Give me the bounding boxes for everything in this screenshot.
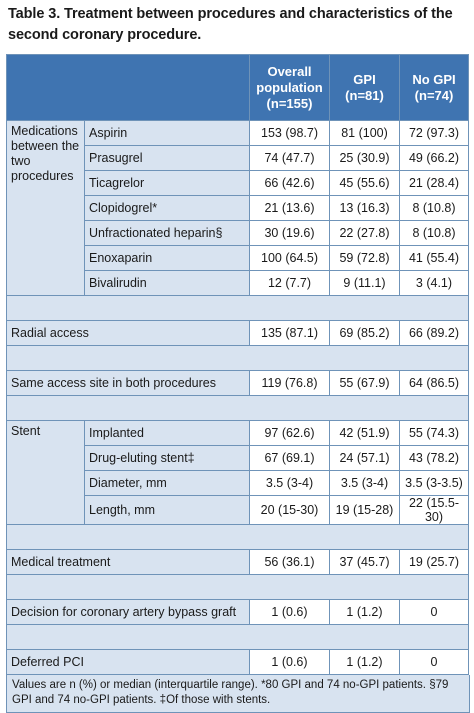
cell-nogpi: 49 (66.2): [399, 145, 469, 171]
table-row: Diameter, mm 3.5 (3-4) 3.5 (3-4) 3.5 (3-…: [7, 470, 469, 496]
row-label: Unfractionated heparin§: [84, 220, 250, 246]
row-label: Bivalirudin: [84, 270, 250, 296]
cell-overall: 20 (15-30): [249, 495, 330, 525]
header-nogpi: No GPI (n=74): [399, 54, 469, 121]
cell-overall: 119 (76.8): [249, 370, 330, 396]
row-label: Drug-eluting stent‡: [84, 445, 250, 471]
cell-gpi: 55 (67.9): [329, 370, 400, 396]
row-label: Decision for coronary artery bypass graf…: [6, 599, 250, 625]
cell-gpi: 45 (55.6): [329, 170, 400, 196]
row-label: Diameter, mm: [84, 470, 250, 496]
cell-gpi: 1 (1.2): [329, 649, 400, 675]
cell-nogpi: 22 (15.5-30): [399, 495, 469, 525]
cell-nogpi: 41 (55.4): [399, 245, 469, 271]
cell-nogpi: 19 (25.7): [399, 549, 469, 575]
table-row: Unfractionated heparin§ 30 (19.6) 22 (27…: [7, 220, 469, 246]
table-row: Ticagrelor 66 (42.6) 45 (55.6) 21 (28.4): [7, 170, 469, 196]
row-label: Aspirin: [84, 120, 250, 146]
row-label: Enoxaparin: [84, 245, 250, 271]
table-row: Decision for coronary artery bypass graf…: [6, 599, 469, 625]
row-label: Same access site in both procedures: [6, 370, 250, 396]
section-spacer: [6, 395, 469, 421]
cell-gpi: 25 (30.9): [329, 145, 400, 171]
cell-gpi: 81 (100): [329, 120, 400, 146]
header-gpi: GPI (n=81): [329, 54, 400, 121]
cell-overall: 135 (87.1): [249, 320, 330, 346]
cell-nogpi: 3.5 (3-3.5): [399, 470, 469, 496]
table-footnote: Values are n (%) or median (interquartil…: [6, 675, 470, 713]
row-label: Ticagrelor: [84, 170, 250, 196]
cell-gpi: 3.5 (3-4): [329, 470, 400, 496]
table-row: Deferred PCI 1 (0.6) 1 (1.2) 0: [6, 649, 469, 675]
cell-gpi: 69 (85.2): [329, 320, 400, 346]
section-spacer: [6, 524, 469, 550]
medications-group-label: Medications between the two procedures: [6, 120, 85, 296]
cell-gpi: 9 (11.1): [329, 270, 400, 296]
row-label: Clopidogrel*: [84, 195, 250, 221]
table-row: Bivalirudin 12 (7.7) 9 (11.1) 3 (4.1): [7, 270, 469, 296]
cell-gpi: 59 (72.8): [329, 245, 400, 271]
section-spacer: [6, 624, 469, 650]
cell-nogpi: 21 (28.4): [399, 170, 469, 196]
table-row: Clopidogrel* 21 (13.6) 13 (16.3) 8 (10.8…: [7, 195, 469, 221]
header-blank: [6, 54, 250, 121]
cell-nogpi: 0: [399, 599, 469, 625]
cell-overall: 1 (0.6): [249, 599, 330, 625]
table-row: Length, mm 20 (15-30) 19 (15-28) 22 (15.…: [7, 495, 469, 525]
cell-gpi: 37 (45.7): [329, 549, 400, 575]
cell-overall: 67 (69.1): [249, 445, 330, 471]
section-spacer: [6, 295, 469, 321]
section-spacer: [6, 574, 469, 600]
cell-overall: 3.5 (3-4): [249, 470, 330, 496]
cell-nogpi: 72 (97.3): [399, 120, 469, 146]
cell-nogpi: 3 (4.1): [399, 270, 469, 296]
cell-gpi: 42 (51.9): [329, 420, 400, 446]
cell-gpi: 13 (16.3): [329, 195, 400, 221]
cell-overall: 21 (13.6): [249, 195, 330, 221]
table-row: Prasugrel 74 (47.7) 25 (30.9) 49 (66.2): [7, 145, 469, 171]
results-table: Overall population (n=155) GPI (n=81) No…: [6, 54, 469, 675]
cell-nogpi: 0: [399, 649, 469, 675]
cell-nogpi: 66 (89.2): [399, 320, 469, 346]
cell-nogpi: 55 (74.3): [399, 420, 469, 446]
row-label: Medical treatment: [6, 549, 250, 575]
cell-nogpi: 64 (86.5): [399, 370, 469, 396]
row-label: Length, mm: [84, 495, 250, 525]
section-spacer: [6, 345, 469, 371]
table-title: Table 3. Treatment between procedures an…: [8, 6, 453, 43]
row-label: Implanted: [84, 420, 250, 446]
cell-overall: 97 (62.6): [249, 420, 330, 446]
cell-gpi: 22 (27.8): [329, 220, 400, 246]
table-row: Radial access 135 (87.1) 69 (85.2) 66 (8…: [6, 320, 469, 346]
table-row: Medications between the two procedures A…: [6, 120, 469, 296]
cell-overall: 153 (98.7): [249, 120, 330, 146]
cell-overall: 56 (36.1): [249, 549, 330, 575]
row-label: Deferred PCI: [6, 649, 250, 675]
table-row: Medical treatment 56 (36.1) 37 (45.7) 19…: [6, 549, 469, 575]
table-row: Enoxaparin 100 (64.5) 59 (72.8) 41 (55.4…: [7, 245, 469, 271]
cell-overall: 12 (7.7): [249, 270, 330, 296]
row-label: Radial access: [6, 320, 250, 346]
table-row: Stent Implanted 97 (62.6) 42 (51.9) 55 (…: [6, 420, 469, 525]
cell-overall: 100 (64.5): [249, 245, 330, 271]
header-row: Overall population (n=155) GPI (n=81) No…: [6, 54, 469, 121]
cell-overall: 66 (42.6): [249, 170, 330, 196]
cell-overall: 74 (47.7): [249, 145, 330, 171]
cell-nogpi: 8 (10.8): [399, 195, 469, 221]
table-row: Same access site in both procedures 119 …: [6, 370, 469, 396]
cell-nogpi: 8 (10.8): [399, 220, 469, 246]
header-overall: Overall population (n=155): [249, 54, 330, 121]
cell-overall: 30 (19.6): [249, 220, 330, 246]
cell-gpi: 19 (15-28): [329, 495, 400, 525]
document-page: Table 3. Treatment between procedures an…: [6, 6, 470, 713]
cell-nogpi: 43 (78.2): [399, 445, 469, 471]
cell-overall: 1 (0.6): [249, 649, 330, 675]
stent-group-label: Stent: [6, 420, 85, 525]
cell-gpi: 24 (57.1): [329, 445, 400, 471]
cell-gpi: 1 (1.2): [329, 599, 400, 625]
row-label: Prasugrel: [84, 145, 250, 171]
